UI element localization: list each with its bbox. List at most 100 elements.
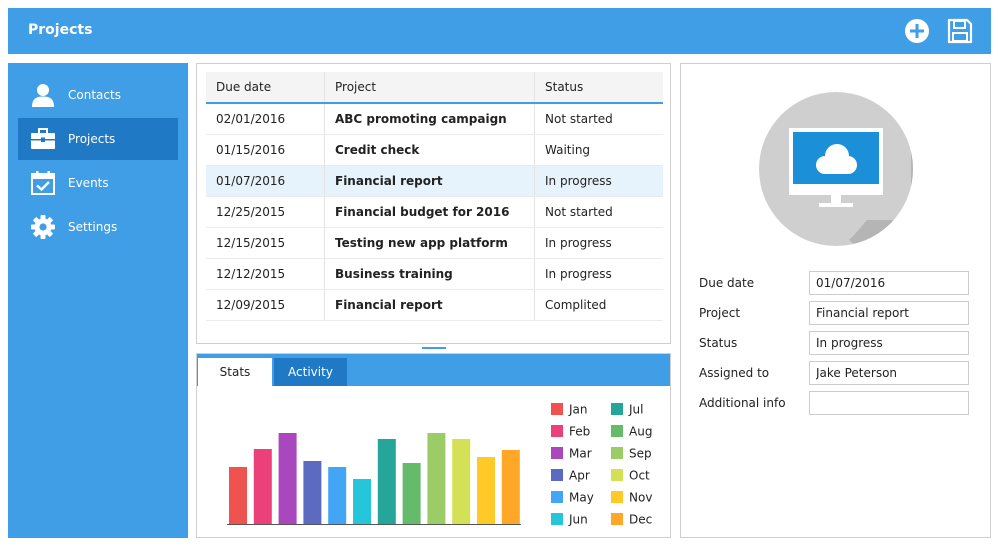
status-cell: Not started [545,205,613,219]
table-row[interactable]: 02/01/2016 ABC promoting campaign Not st… [206,104,663,135]
bar-oct [452,439,471,524]
project-cell: Financial report [325,290,535,320]
add-button[interactable] [903,17,931,45]
project-cell: ABC promoting campaign [325,104,535,134]
assigned-to-input[interactable] [809,361,969,385]
status-cell: In progress [545,174,612,188]
legend-swatch-dec [611,513,623,525]
due-date-input[interactable] [809,271,969,295]
panel-resize-handle[interactable] [422,347,446,349]
sidebar-item-label: Events [68,176,109,190]
grid-header: Due date Project Status [206,72,663,104]
due-date-cell: 12/09/2015 [206,290,325,320]
legend-swatch-may [551,491,563,503]
legend-swatch-aug [611,425,623,437]
due-date-cell: 12/12/2015 [206,259,325,289]
bar-sep [427,433,446,524]
table-row[interactable]: 12/09/2015 Financial report Complited [206,290,663,321]
status-label: Status [699,336,738,350]
bar-dec [501,450,520,524]
sidebar-item-projects[interactable]: Projects [18,118,178,160]
sidebar-item-label: Settings [68,220,118,234]
legend-label-feb: Feb [569,425,590,439]
column-header-due-date[interactable]: Due date [206,72,325,102]
project-details-panel: Due date Project Status Assigned to Addi… [680,63,991,538]
user-icon [32,84,54,107]
projects-grid-panel: Due date Project Status 02/01/2016 ABC p… [196,63,671,344]
legend-label-apr: Apr [569,469,590,483]
table-row-selected[interactable]: 01/07/2016 Financial report In progress [206,166,663,197]
bar-jul [377,439,396,524]
legend-label-aug: Aug [629,425,652,439]
bar-aug [402,463,421,524]
project-cell: Business training [325,259,535,289]
status-cell: In progress [545,236,612,250]
sidebar-item-label: Projects [68,132,116,146]
bar-mar [278,433,297,524]
legend-swatch-jan [551,403,563,415]
due-date-cell: 01/15/2016 [206,135,325,165]
sidebar: Contacts Projects Events [8,63,188,538]
briefcase-icon [31,128,55,149]
legend-swatch-mar [551,447,563,459]
table-row[interactable]: 12/25/2015 Financial budget for 2016 Not… [206,197,663,228]
sidebar-item-events[interactable]: Events [18,162,178,204]
legend-label-nov: Nov [629,491,652,505]
status-cell: Complited [545,298,607,312]
sidebar-item-label: Contacts [68,88,121,102]
assigned-to-label: Assigned to [699,366,770,380]
column-header-status[interactable]: Status [545,80,584,94]
table-row[interactable]: 12/12/2015 Business training In progress [206,259,663,290]
legend-label-sep: Sep [629,447,652,461]
legend-label-dec: Dec [629,513,652,527]
tab-bar: Stats Activity [197,354,670,386]
column-header-project[interactable]: Project [325,72,535,102]
legend-swatch-jun [551,513,563,525]
due-date-cell: 01/07/2016 [206,166,325,196]
project-cell: Financial report [325,166,535,196]
status-input[interactable] [809,331,969,355]
status-cell: In progress [545,267,612,281]
legend-label-oct: Oct [629,469,650,483]
legend-swatch-feb [551,425,563,437]
project-cell: Credit check [325,135,535,165]
bar-apr [303,461,322,524]
tab-activity[interactable]: Activity [274,358,347,386]
legend-label-may: May [569,491,594,505]
monthly-bar-chart: Jan Feb Mar Apr May Jun Jul Aug Sep Oct Nov Dec [227,403,652,527]
bar-jan [229,467,247,524]
plus-circle-icon [905,19,929,43]
legend-swatch-jul [611,403,623,415]
project-cell: Testing new app platform [325,228,535,258]
calendar-check-icon [31,171,55,195]
floppy-disk-icon [947,18,973,44]
legend-label-jul: Jul [628,403,643,417]
project-label: Project [699,306,741,320]
legend-swatch-nov [611,491,623,503]
legend-label-mar: Mar [569,447,592,461]
save-button[interactable] [946,17,974,45]
projects-grid: Due date Project Status 02/01/2016 ABC p… [206,72,663,321]
stats-panel: Stats Activity Jan Feb Mar Apr May Jun Jul Aug S… [196,353,671,538]
legend-swatch-oct [611,469,623,481]
table-row[interactable]: 01/15/2016 Credit check Waiting [206,135,663,166]
bar-may [328,467,347,524]
legend-swatch-sep [611,447,623,459]
status-cell: Waiting [545,143,591,157]
table-row[interactable]: 12/15/2015 Testing new app platform In p… [206,228,663,259]
due-date-label: Due date [699,276,755,290]
bar-jun [353,479,371,524]
additional-info-input[interactable] [809,391,969,415]
status-cell: Not started [545,112,613,126]
legend-swatch-apr [551,469,563,481]
additional-info-label: Additional info [699,396,786,410]
project-input[interactable] [809,301,969,325]
app-header: Projects [8,8,991,54]
page-title: Projects [28,22,93,38]
tab-stats[interactable]: Stats [198,358,272,386]
sidebar-item-contacts[interactable]: Contacts [18,74,178,116]
legend-label-jun: Jun [568,513,588,527]
monitor-cloud-icon [759,92,913,246]
gear-icon [31,215,55,239]
sidebar-item-settings[interactable]: Settings [18,206,178,248]
